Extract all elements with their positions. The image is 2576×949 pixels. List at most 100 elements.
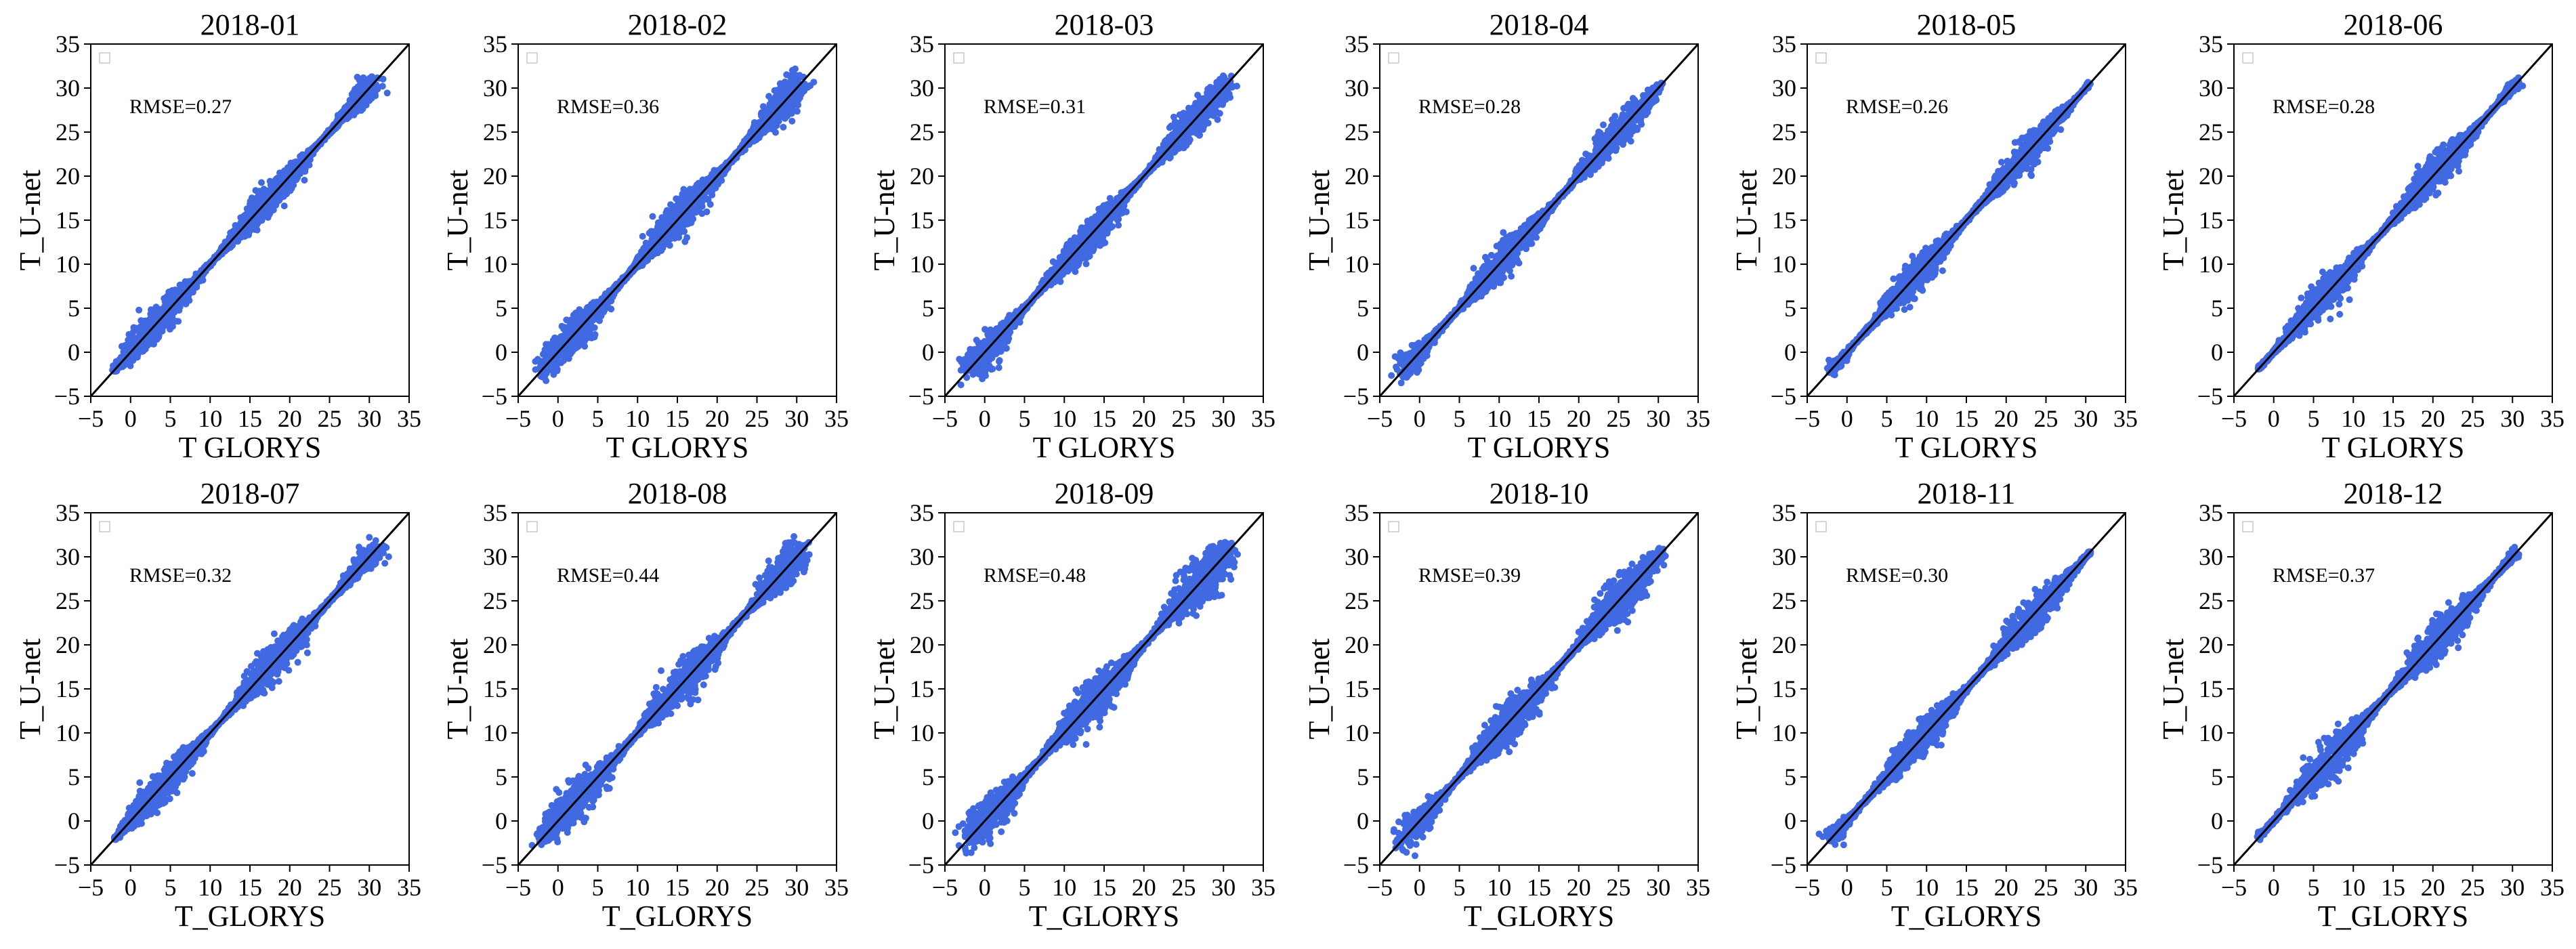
data-point — [667, 201, 674, 208]
scatter-panel: 2018-03−5−50055101015152020252530303535R… — [868, 8, 1275, 464]
data-point — [244, 205, 251, 212]
data-point — [651, 228, 658, 235]
y-tick-label: −5 — [54, 383, 80, 410]
y-tick-label: 15 — [483, 207, 507, 234]
data-point — [138, 327, 144, 334]
x-tick-label: 5 — [165, 405, 177, 432]
y-tick-label: 30 — [56, 75, 80, 102]
data-point — [688, 219, 694, 226]
y-tick-label: 10 — [483, 251, 507, 278]
data-points — [956, 72, 1240, 388]
data-point — [568, 316, 574, 323]
data-point — [251, 201, 258, 207]
x-tick-label: −5 — [505, 405, 531, 432]
data-point — [778, 84, 785, 91]
data-point — [681, 228, 688, 235]
panel-title: 2018-01 — [200, 8, 300, 41]
data-point — [588, 324, 595, 331]
data-point — [366, 75, 373, 82]
y-axis-label: T_U-net — [14, 169, 47, 270]
legend-box — [100, 53, 110, 63]
data-point — [175, 318, 182, 324]
x-tick-label: 15 — [665, 405, 690, 432]
data-point — [532, 366, 539, 373]
data-point — [169, 294, 176, 301]
data-point — [258, 180, 265, 186]
data-point — [135, 307, 142, 314]
y-tick-label: 5 — [68, 295, 80, 322]
data-point — [572, 310, 579, 316]
data-point — [355, 87, 362, 94]
x-tick-label: 25 — [745, 405, 769, 432]
data-point — [232, 222, 239, 229]
data-point — [798, 91, 805, 98]
data-point — [543, 368, 550, 375]
data-point — [561, 349, 568, 356]
y-tick-label: 35 — [483, 30, 507, 58]
data-point — [301, 177, 308, 184]
x-tick-label: 0 — [552, 405, 564, 432]
y-tick-label: 10 — [56, 251, 80, 278]
x-tick-label: 20 — [705, 405, 730, 432]
x-tick-label: 0 — [125, 405, 137, 432]
data-point — [591, 334, 598, 341]
data-point — [384, 89, 391, 96]
scatter-panel: 2018-02−5−50055101015152020252530303535R… — [441, 8, 849, 464]
x-tick-label: 5 — [592, 405, 604, 432]
rmse-annotation: RMSE=0.27 — [129, 96, 232, 118]
data-point — [768, 104, 775, 111]
x-tick-label: 30 — [357, 405, 381, 432]
data-point — [541, 350, 547, 357]
data-point — [242, 233, 249, 240]
data-point — [675, 234, 682, 241]
legend-box — [527, 53, 537, 63]
data-point — [675, 200, 682, 207]
data-point — [351, 112, 358, 119]
y-axis-label: T_U-net — [441, 169, 474, 270]
y-tick-label: 0 — [68, 339, 80, 366]
data-point — [788, 110, 795, 117]
data-point — [248, 225, 255, 232]
data-point — [580, 335, 587, 341]
x-tick-label: 30 — [784, 405, 809, 432]
y-tick-label: 0 — [495, 339, 507, 366]
data-point — [683, 234, 690, 241]
scatter-panel: 2018-01−5−50055101015152020252530303535R… — [14, 8, 421, 464]
y-tick-label: 25 — [483, 119, 507, 146]
data-point — [269, 180, 276, 187]
panel-title: 2018-03 — [1055, 8, 1154, 41]
y-tick-label: 15 — [56, 207, 80, 234]
data-point — [687, 186, 694, 192]
data-point — [543, 377, 549, 384]
data-point — [772, 129, 779, 136]
y-tick-label: 25 — [56, 119, 80, 146]
data-point — [270, 207, 276, 213]
y-tick-label: −5 — [482, 383, 507, 410]
data-point — [758, 110, 765, 117]
data-point — [547, 341, 554, 348]
data-point — [379, 83, 386, 89]
panel-title: 2018-02 — [628, 8, 727, 41]
x-tick-label: 25 — [318, 405, 342, 432]
x-tick-label: 35 — [397, 405, 421, 432]
data-point — [281, 203, 288, 209]
data-point — [650, 213, 656, 220]
data-point — [780, 124, 786, 131]
data-point — [769, 119, 776, 125]
x-tick-label: 10 — [198, 405, 222, 432]
y-tick-label: 5 — [495, 295, 507, 322]
x-axis-label: T GLORYS — [179, 431, 322, 464]
data-point — [368, 91, 375, 98]
data-point — [792, 72, 799, 79]
y-tick-label: 20 — [56, 163, 80, 190]
data-point — [639, 233, 646, 240]
x-tick-label: 35 — [824, 405, 849, 432]
data-point — [275, 192, 282, 199]
data-point — [656, 246, 663, 253]
data-point — [788, 118, 795, 125]
x-tick-label: 10 — [625, 405, 650, 432]
data-point — [301, 168, 308, 175]
data-point — [662, 219, 669, 226]
data-point — [169, 321, 176, 328]
